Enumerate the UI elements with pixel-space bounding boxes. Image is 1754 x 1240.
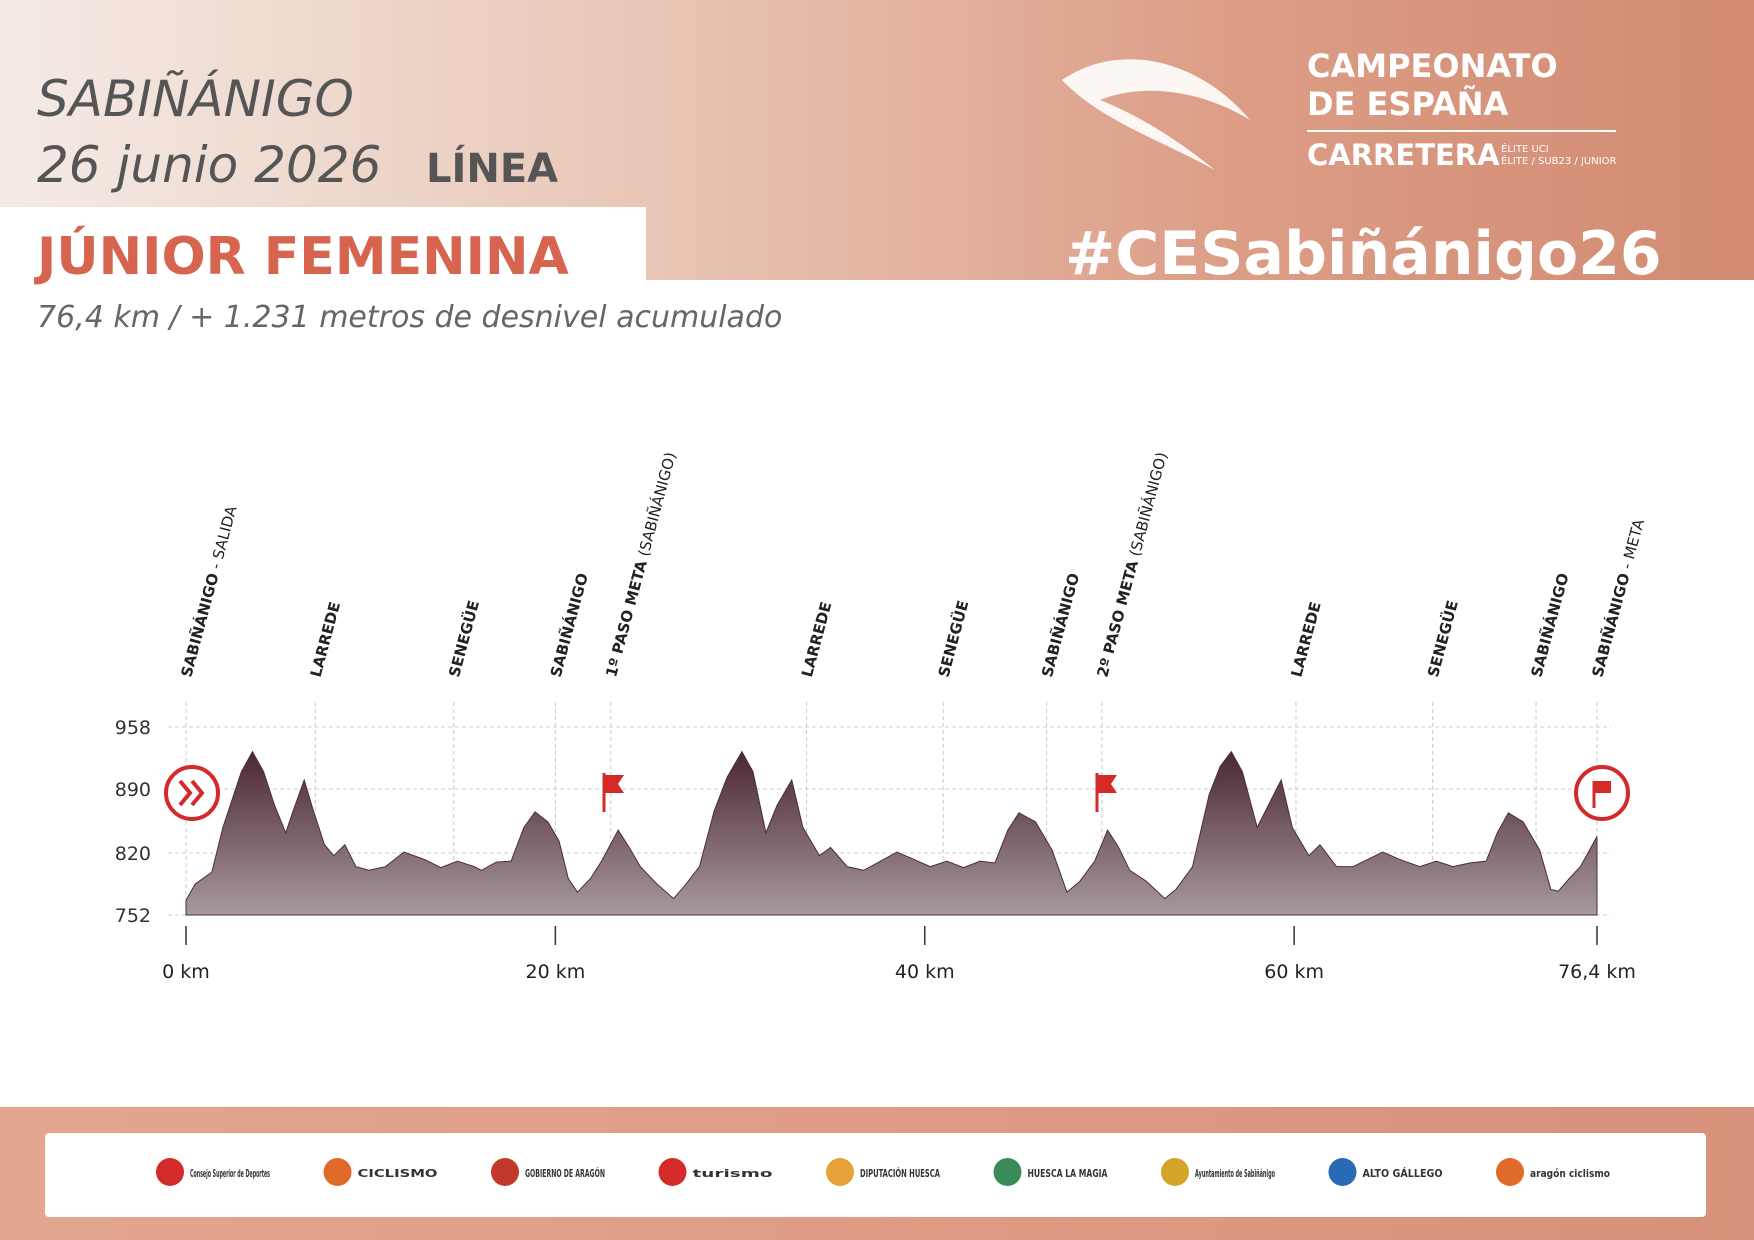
waypoint-label: SENEGÜE [1423,598,1462,679]
waypoint-name: SABIÑÁNIGO [1037,571,1083,679]
waypoint-name: LARREDE [1287,600,1324,679]
event-logo-mark [1062,59,1250,170]
x-tick-label: 40 km [895,961,955,983]
x-tick-label: 76,4 km [1558,961,1636,983]
format: LÍNEA [426,144,558,192]
waypoint-label: 2º PASO META(SABIÑÁNIGO) [1093,450,1171,679]
waypoint-name: 1º PASO META [602,558,651,679]
waypoint-label: SENEGÜE [934,598,973,679]
sponsor-name: GOBIERNO DE ARAGÓN [525,1167,605,1180]
waypoint-name: SABIÑÁNIGO [1527,571,1573,679]
waypoint-label: LARREDE [798,600,835,679]
event-line: DE ESPAÑA [1307,85,1509,123]
waypoint-name: SABIÑÁNIGO [177,571,223,679]
sponsor-icon [826,1158,854,1186]
subtitle: 76,4 km / + 1.231 metros de desnivel acu… [37,300,782,335]
event-line: CARRETERA [1307,138,1500,172]
waypoint-name: SABIÑÁNIGO [1588,571,1634,679]
event-tag: ÉLITE / SUB23 / JUNIOR [1501,154,1617,167]
waypoint-note: (SABIÑÁNIGO) [1125,450,1171,558]
y-tick-label: 752 [115,905,151,927]
waypoint-label: 1º PASO META(SABIÑÁNIGO) [601,450,679,679]
y-tick-label: 820 [115,843,151,865]
waypoint-name: SENEGÜE [934,598,973,679]
sponsor-name: DIPUTACIÓN HUESCA [860,1167,940,1180]
sponsor-name: HUESCA LA MAGIA [1028,1167,1108,1180]
sponsor-box [45,1133,1706,1217]
y-tick-label: 958 [115,717,151,739]
sponsor-icon [993,1158,1022,1186]
city: SABIÑÁNIGO [37,69,354,128]
waypoint-label: LARREDE [307,600,344,679]
y-tick-label: 890 [115,779,151,801]
waypoint-label: SENEGÜE [444,598,483,679]
x-tick-label: 60 km [1264,961,1324,983]
date: 26 junio 2026 [37,136,381,194]
sponsor-name: CICLISMO [358,1167,438,1180]
x-tick-label: 20 km [526,961,586,983]
category-box [0,207,646,280]
sponsor-icon [156,1158,184,1186]
sprint-flag [602,773,624,812]
waypoint-name: LARREDE [307,600,344,679]
sponsor-icon [1496,1158,1524,1186]
waypoint-label: LARREDE [1287,600,1324,679]
waypoint-label: SABIÑÁNIGO [546,571,592,679]
sponsor-name: Ayuntamiento de Sabiñánigo [1195,1167,1275,1180]
sponsor-name: aragón ciclismo [1530,1167,1610,1180]
sponsor-name: Consejo Superior de Deportes [190,1167,270,1180]
sponsor-icon [1161,1158,1189,1186]
sponsor-icon [323,1158,352,1186]
sponsor-icon [658,1158,687,1186]
sponsor-icon [1328,1158,1357,1186]
waypoint-name: 2º PASO META [1094,558,1143,679]
waypoint-label: SABIÑÁNIGO- SALIDA [177,503,241,679]
waypoint-note: (SABIÑÁNIGO) [634,450,680,558]
waypoint-label: SABIÑÁNIGO- META [1588,516,1649,679]
sponsor-name: ALTO GÁLLEGO [1363,1167,1443,1180]
event-tag: ÉLITE UCI [1501,142,1549,155]
elevation-profile [185,750,1598,916]
waypoint-label: SABIÑÁNIGO [1527,571,1573,679]
waypoint-note: - META [1617,517,1648,571]
waypoint-name: SENEGÜE [444,598,483,679]
hashtag: #CESabiñánigo26 [1065,219,1662,289]
waypoint-note: - SALIDA [206,503,240,571]
sponsor-icon [491,1158,519,1186]
waypoint-name: SENEGÜE [1423,598,1462,679]
sponsor-row: Consejo Superior de Deportes CICLISMO GOBI… [156,1158,1610,1186]
start-icon [164,765,220,821]
event-line: CAMPEONATO [1307,47,1558,85]
sprint-flag [1095,773,1117,812]
waypoint-label: SABIÑÁNIGO [1037,571,1083,679]
category: JÚNIOR FEMENINA [34,225,569,287]
waypoint-name: SABIÑÁNIGO [546,571,592,679]
finish-icon [1574,765,1630,821]
sponsor-name: turismo [693,1167,774,1180]
waypoint-name: LARREDE [798,600,835,679]
x-tick-label: 0 km [162,961,210,983]
